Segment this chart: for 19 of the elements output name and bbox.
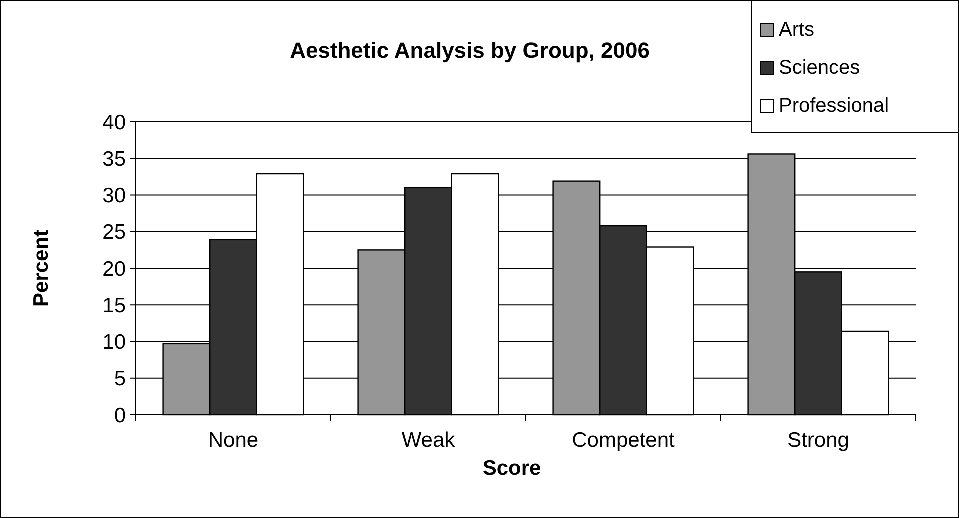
legend-label: Professional xyxy=(779,95,890,117)
y-tick-label: 35 xyxy=(102,148,126,171)
legend-label: Sciences xyxy=(779,57,860,79)
x-tick-label: None xyxy=(208,429,259,452)
y-axis-title: Percent xyxy=(30,230,53,308)
y-tick-label: 40 xyxy=(102,111,126,134)
y-tick-label: 25 xyxy=(102,221,126,244)
chart-title: Aesthetic Analysis by Group, 2006 xyxy=(290,38,650,63)
x-axis-title: Score xyxy=(482,457,542,480)
y-tick-label: 30 xyxy=(102,184,126,208)
x-tick-label: Strong xyxy=(788,429,850,452)
y-tick-label: 0 xyxy=(114,404,126,428)
y-tick-label: 10 xyxy=(102,331,126,354)
x-tick-label: Competent xyxy=(572,429,676,452)
y-tick-label: 15 xyxy=(102,294,126,318)
y-tick-label: 20 xyxy=(102,258,126,281)
legend-label: Arts xyxy=(779,19,815,41)
y-tick-label: 5 xyxy=(114,368,126,391)
x-tick-label: Weak xyxy=(402,429,456,452)
